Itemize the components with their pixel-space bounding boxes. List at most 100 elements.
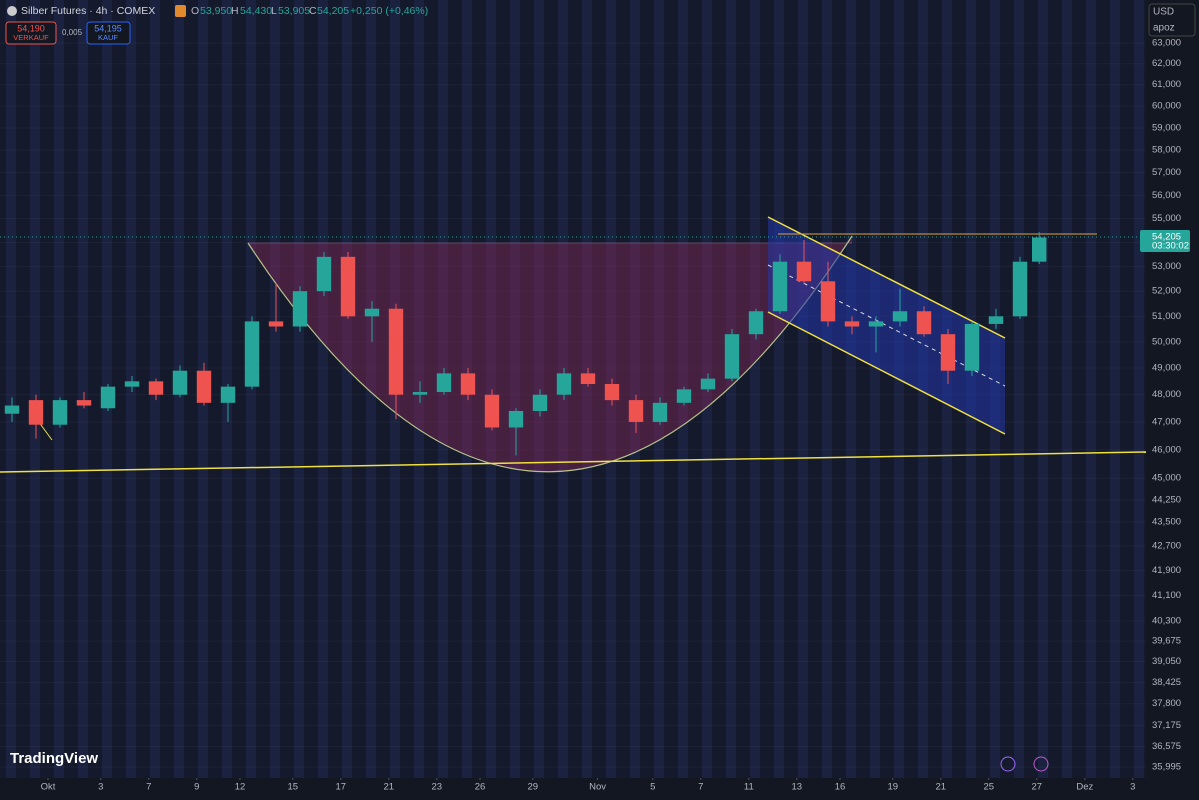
candle-body [868, 321, 884, 327]
candle-body [1012, 261, 1028, 317]
high: 54,430 [240, 5, 272, 17]
candle-body [4, 405, 20, 414]
y-tick-label: 59,000 [1152, 122, 1181, 133]
candle-body [604, 383, 620, 401]
sell-price[interactable]: 54,190 [17, 23, 45, 33]
y-tick-label: 55,000 [1152, 213, 1181, 224]
candle-body [580, 373, 596, 384]
x-tick-label: 21 [936, 782, 947, 793]
y-tick-label: 50,000 [1152, 336, 1181, 347]
y-tick-label: 36,575 [1152, 741, 1181, 752]
candle-body [532, 394, 548, 411]
candle-body [460, 373, 476, 395]
replay-icon[interactable] [1000, 756, 1016, 772]
x-tick-label: 23 [432, 782, 443, 793]
x-tick-label: 19 [888, 782, 899, 793]
grid [0, 42, 1146, 768]
y-tick-label: 41,900 [1152, 565, 1181, 576]
support-line [0, 451, 1147, 473]
candle-body [76, 400, 92, 406]
y-tick-label: 52,000 [1152, 286, 1181, 297]
buy-label[interactable]: KAUF [98, 33, 118, 42]
candle-body [628, 400, 644, 422]
x-tick-label: 11 [744, 782, 754, 793]
x-tick-label: 25 [984, 782, 995, 793]
axes: 63,000 62,000 61,000 60,000 59,000 58,000 57,0… [41, 38, 1181, 793]
candle-body [100, 386, 116, 409]
y-tick-label: 63,000 [1152, 38, 1181, 49]
x-tick-label: 13 [792, 782, 803, 793]
logo: TradingView [10, 750, 98, 767]
candle-body [484, 394, 500, 428]
buy-button[interactable] [86, 21, 131, 45]
candle-body [820, 281, 836, 322]
candle-body [220, 386, 236, 403]
candle-body [652, 402, 668, 422]
channel-upper [767, 216, 1006, 339]
candle-body [28, 400, 44, 425]
channel-fill [768, 217, 1005, 434]
unit[interactable]: apoz [1153, 23, 1175, 34]
o-label: O [191, 5, 199, 17]
candle-body [316, 256, 332, 292]
y-tick-label: 46,000 [1152, 444, 1181, 455]
currency-box[interactable] [1148, 3, 1196, 37]
x-tick-label: 17 [336, 782, 347, 793]
candle-body [700, 378, 716, 390]
candle-body [340, 256, 356, 317]
y-tick-label: 44,250 [1152, 494, 1181, 505]
x-tick-label: 12 [235, 782, 246, 793]
candle-body [772, 261, 788, 312]
candle-body [388, 308, 404, 395]
x-tick-label: 16 [835, 782, 846, 793]
candle-body [964, 323, 980, 371]
channel-lower [767, 311, 1006, 435]
x-tick-label: 9 [194, 782, 199, 793]
header: Silber Futures · 4h · COMEX O 53,950 H 5… [5, 5, 428, 45]
y-tick-label: 62,000 [1152, 58, 1181, 69]
x-tick-label: 7 [146, 782, 151, 793]
alert-icon[interactable] [1033, 756, 1049, 772]
x-tick-label: 7 [698, 782, 703, 793]
sell-label[interactable]: VERKAUF [13, 33, 49, 42]
candle-body [364, 308, 380, 317]
countdown: 03:30:02 [1152, 241, 1189, 252]
y-tick-label: 41,100 [1152, 590, 1181, 601]
candle-body [556, 373, 572, 395]
candle-body [796, 261, 812, 282]
sell-button[interactable] [5, 21, 57, 45]
symbol-icon [7, 6, 17, 16]
y-tick-label: 37,800 [1152, 698, 1181, 709]
candle-body [916, 311, 932, 335]
candle-body [292, 291, 308, 327]
y-tick-label: 47,000 [1152, 416, 1181, 427]
candle-body [508, 410, 524, 428]
time-axis [0, 778, 1146, 795]
close: 54,205 [317, 5, 349, 17]
x-tick-label: 5 [650, 782, 655, 793]
cup-arc [247, 235, 853, 473]
candle-body [412, 392, 428, 395]
l-label: L [271, 5, 277, 17]
spread: 0,005 [62, 28, 83, 37]
x-tick-label: Okt [41, 782, 56, 793]
candle-body [148, 381, 164, 395]
y-tick-label: 56,000 [1152, 190, 1181, 201]
buy-price[interactable]: 54,195 [94, 23, 122, 33]
candles [4, 232, 1047, 456]
x-tick-label: Nov [589, 782, 606, 793]
candle-body [172, 370, 188, 395]
last-price-box [1140, 230, 1190, 252]
y-tick-label: 40,300 [1152, 615, 1181, 626]
y-tick-label: 60,000 [1152, 101, 1181, 112]
candle-body [940, 334, 956, 371]
candle-body [268, 321, 284, 327]
y-tick-label: 57,000 [1152, 167, 1181, 178]
x-tick-label: 21 [384, 782, 395, 793]
y-tick-label: 58,000 [1152, 144, 1181, 155]
currency[interactable]: USD [1153, 7, 1174, 18]
candle-body [1032, 237, 1047, 262]
y-tick-label: 38,425 [1152, 677, 1181, 688]
x-tick-label: 26 [475, 782, 486, 793]
